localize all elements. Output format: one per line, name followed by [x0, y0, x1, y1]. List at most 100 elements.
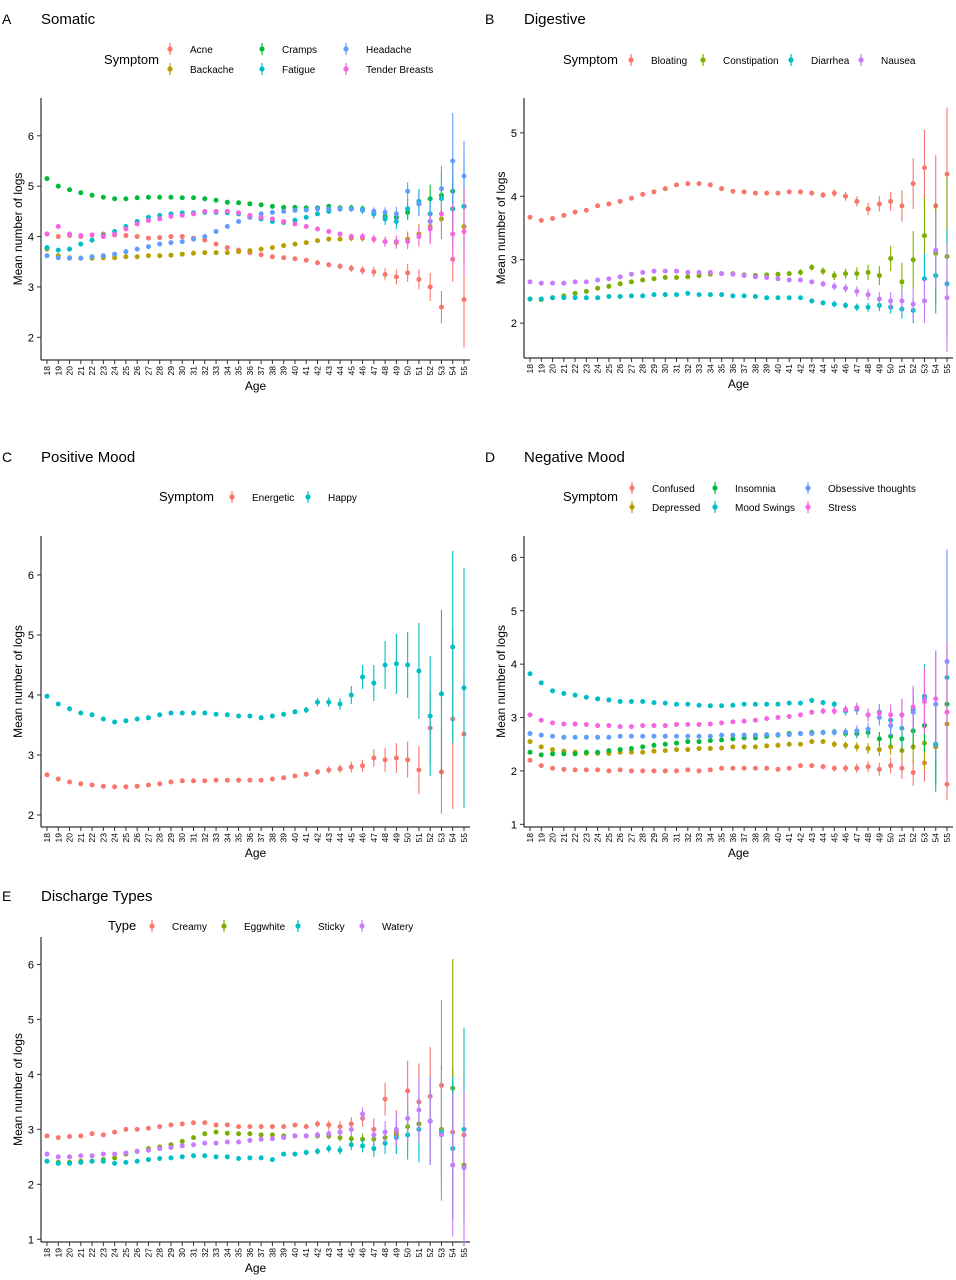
data-point [640, 723, 646, 729]
data-point [662, 274, 668, 280]
data-point [550, 215, 556, 221]
data-point [44, 772, 50, 778]
data-point [145, 235, 151, 241]
data-point [416, 234, 422, 240]
data-point [337, 236, 343, 242]
legend-key-dot [805, 485, 811, 491]
data-point [662, 723, 668, 729]
panel-title: Negative Mood [524, 449, 625, 466]
data-point [685, 733, 691, 739]
y-tick-label: 4 [28, 1069, 34, 1081]
data-point [382, 662, 388, 668]
data-point [89, 782, 95, 788]
data-point [371, 208, 377, 214]
data-point [831, 708, 837, 714]
data-point [538, 744, 544, 750]
x-tick-label: 41 [301, 366, 311, 376]
data-point [674, 274, 680, 280]
legend-item-tender-breasts: Tender Breasts [343, 63, 433, 76]
x-tick-label: 31 [189, 366, 199, 376]
data-point [527, 749, 533, 755]
x-tick-label: 39 [762, 833, 772, 843]
data-point [640, 749, 646, 755]
legend-key-dot [629, 504, 635, 510]
data-point [314, 1148, 320, 1154]
x-tick-label: 42 [312, 1248, 322, 1258]
data-point [674, 292, 680, 298]
data-point [865, 712, 871, 718]
data-point [775, 742, 781, 748]
data-point [831, 301, 837, 307]
data-point [538, 680, 544, 686]
data-point [337, 263, 343, 269]
data-point [247, 777, 253, 783]
data-point [561, 734, 567, 740]
data-point [854, 728, 860, 734]
data-point [67, 246, 73, 252]
data-point [134, 254, 140, 260]
x-tick-label: 34 [222, 833, 232, 843]
data-point [764, 716, 770, 722]
data-point [112, 784, 118, 790]
data-point [741, 293, 747, 299]
series-headache [44, 113, 467, 261]
data-point [921, 165, 927, 171]
data-point [123, 196, 129, 202]
data-point [561, 212, 567, 218]
y-tick-label: 6 [511, 552, 517, 564]
data-point [651, 748, 657, 754]
data-point [382, 209, 388, 215]
data-point [730, 744, 736, 750]
data-point [348, 234, 354, 240]
data-point [314, 699, 320, 705]
data-point [786, 713, 792, 719]
data-point [326, 1122, 332, 1128]
data-point [202, 208, 208, 214]
x-tick-label: 36 [728, 364, 738, 374]
x-tick-label: 49 [391, 833, 401, 843]
data-point [179, 710, 185, 716]
data-point [595, 749, 601, 755]
data-point [224, 1122, 230, 1128]
data-point [561, 751, 567, 757]
data-point [617, 274, 623, 280]
legend-label: Stress [828, 503, 856, 514]
data-point [820, 764, 826, 770]
series-insomnia [527, 648, 950, 785]
data-point [157, 253, 163, 259]
data-point [719, 732, 725, 738]
legend-label: Backache [190, 65, 234, 76]
data-point [583, 767, 589, 773]
data-point [314, 211, 320, 217]
x-tick-label: 31 [672, 833, 682, 843]
data-point [921, 298, 927, 304]
x-tick-label: 32 [200, 1248, 210, 1258]
legend-label: Creamy [172, 922, 207, 933]
legend-label: Acne [190, 45, 213, 56]
legend-item-diarrhea: Diarrhea [788, 54, 850, 67]
data-point [360, 763, 366, 769]
x-tick-label: 40 [773, 364, 783, 374]
x-tick-label: 42 [795, 364, 805, 374]
data-point [910, 257, 916, 263]
data-point [820, 708, 826, 714]
x-tick-label: 41 [784, 364, 794, 374]
data-point [326, 1131, 332, 1137]
data-point [134, 1148, 140, 1154]
legend-key-dot [305, 494, 311, 500]
data-point [258, 1155, 264, 1161]
data-point [213, 1154, 219, 1160]
data-point [78, 781, 84, 787]
y-tick-label: 5 [28, 1014, 34, 1026]
legend-key-dot [343, 46, 349, 52]
data-point [910, 181, 916, 187]
data-point [224, 245, 230, 251]
data-point [595, 295, 601, 301]
legend-label: Eggwhite [244, 922, 286, 933]
panel-letter: A [2, 11, 12, 27]
data-point [752, 293, 758, 299]
x-tick-label: 54 [448, 1248, 458, 1258]
x-tick-label: 31 [189, 1248, 199, 1258]
data-point [236, 777, 242, 783]
data-point [843, 285, 849, 291]
